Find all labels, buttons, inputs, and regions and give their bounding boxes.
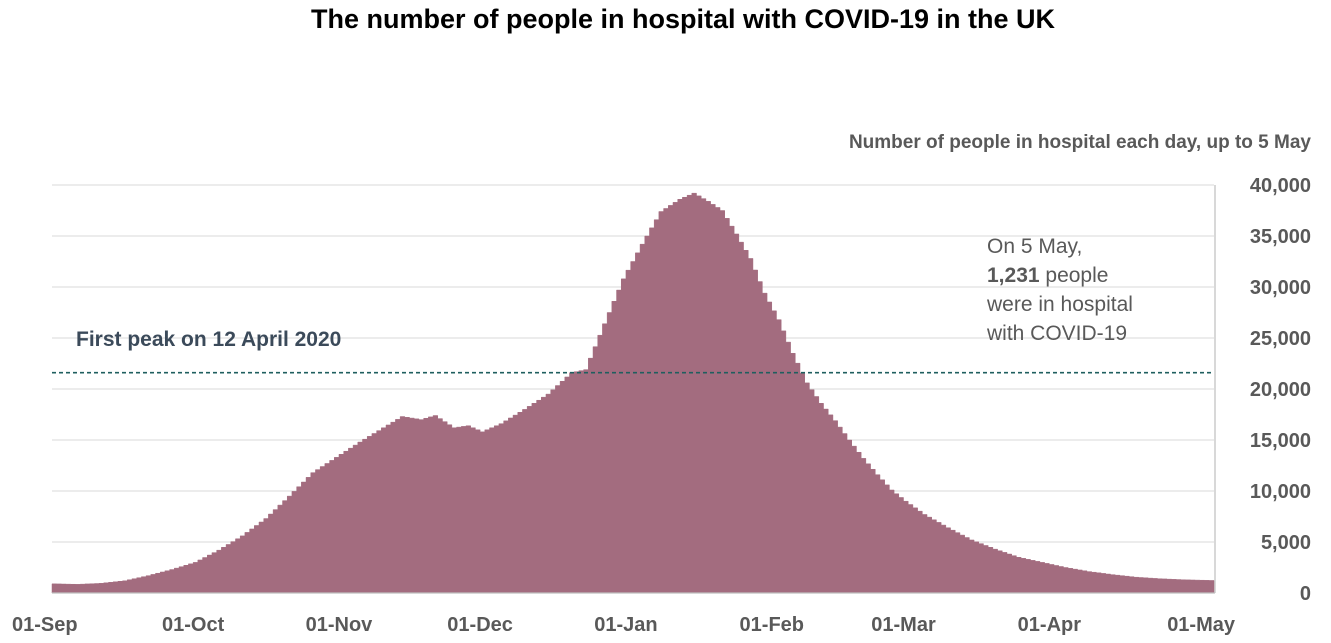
x-tick-label-01-Sep: 01-Sep	[12, 614, 78, 636]
chart-title: The number of people in hospital with CO…	[310, 4, 1056, 34]
y-tick-label-0: 0	[1300, 583, 1311, 605]
y-tick-label-20000: 20,000	[1250, 379, 1311, 401]
x-tick-label-01-Feb: 01-Feb	[740, 614, 804, 636]
y-tick-label-25000: 25,000	[1250, 328, 1311, 350]
y-tick-label-35000: 35,000	[1250, 226, 1311, 248]
chart-subtitle: Number of people in hospital each day, u…	[848, 132, 1311, 153]
y-tick-label-30000: 30,000	[1250, 277, 1311, 299]
area-layer	[51, 192, 1215, 594]
x-tick-label-01-Nov: 01-Nov	[306, 614, 374, 636]
annotation-line-1: On 5 May,	[987, 235, 1083, 258]
annotation-value-suffix: people	[1039, 264, 1109, 287]
axis-layer	[52, 185, 1216, 594]
x-tick-label-01-Mar: 01-Mar	[871, 614, 936, 636]
x-tick-label-01-Apr: 01-Apr	[1018, 614, 1082, 636]
latest-value-annotation: On 5 May, 1,231 people were in hospital …	[987, 232, 1133, 348]
x-axis-ticks: 01-Sep 01-Oct 01-Nov 01-Dec 01-Jan 01-Feb 01-M…	[12, 614, 1236, 636]
y-axis-ticks: 0 5,000 10,000 15,000 20,000 25,000 30,000 35,0…	[1250, 175, 1311, 605]
annotation-line-2: 1,231 people	[987, 261, 1133, 290]
annotation-value: 1,231	[987, 264, 1040, 287]
y-tick-label-15000: 15,000	[1250, 430, 1311, 452]
y-tick-label-5000: 5,000	[1261, 532, 1311, 554]
x-tick-label-01-May: 01-May	[1167, 614, 1236, 636]
first-peak-label: First peak on 12 April 2020	[76, 328, 342, 351]
y-tick-label-40000: 40,000	[1250, 175, 1311, 197]
annotation-line-4: with COVID-19	[987, 322, 1128, 345]
annotation-line-3: were in hospital	[987, 293, 1133, 316]
x-tick-label-01-Dec: 01-Dec	[447, 614, 513, 636]
x-tick-label-01-Oct: 01-Oct	[162, 614, 225, 636]
hospital-area-series	[51, 192, 1215, 594]
y-tick-label-10000: 10,000	[1250, 481, 1311, 503]
x-tick-label-01-Jan: 01-Jan	[594, 614, 657, 636]
